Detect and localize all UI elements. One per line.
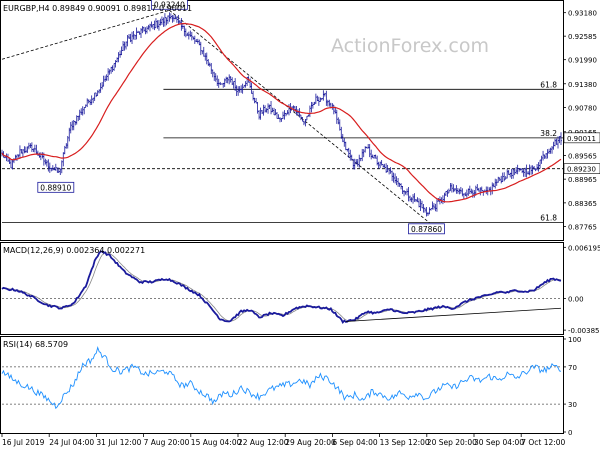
price-panel-frame <box>0 0 564 241</box>
macd-trendline <box>345 307 562 322</box>
price-tick-label: 0.92585 <box>568 33 597 41</box>
x-axis: 16 Jul 2019 24 Jul 04:00 31 Jul 12:00 7 Aug… <box>1 433 566 447</box>
rsi-tick-label: 70 <box>568 364 577 372</box>
x-tick-label: 22 Aug 12:00 <box>238 438 289 447</box>
svg-text:0.90011: 0.90011 <box>567 135 596 143</box>
x-tick-label: 30 Sep 04:00 <box>474 438 524 447</box>
price-panel-title: EURGBP,H4 0.89849 0.90091 0.89817 0.9001… <box>3 4 192 13</box>
rsi-line <box>1 345 562 410</box>
trendline <box>1 9 170 60</box>
price-tick-label: 0.89565 <box>568 152 597 160</box>
rsi-tick-label: 0 <box>568 429 572 437</box>
current-price-label: 0.90011 <box>563 132 600 144</box>
rsi-tick-label: 100 <box>568 336 581 344</box>
svg-text:0.93240: 0.93240 <box>154 0 185 9</box>
watermark: ActionForex.com <box>331 35 489 57</box>
macd-panel-frame <box>0 242 564 335</box>
price-annotation: 0.88910 <box>37 181 75 193</box>
price-tick-label: 0.90780 <box>568 104 597 112</box>
price-y-axis: 0.931800.925850.919900.913800.907800.901… <box>563 10 600 232</box>
svg-text:0.89230: 0.89230 <box>567 166 596 174</box>
x-tick-label: 20 Sep 20:00 <box>427 438 477 447</box>
moving-average-line <box>1 22 562 203</box>
price-levels: 61.8 38.2 61.8 <box>2 80 563 223</box>
rsi-panel-frame <box>0 336 564 434</box>
price-level-label: 61.8 <box>540 80 557 89</box>
x-tick-label: 13 Sep 12:00 <box>380 438 430 447</box>
price-tick-label: 0.88965 <box>568 176 597 184</box>
macd-tick-label: 0.006195 <box>568 244 600 252</box>
rsi-tick-label: 30 <box>568 401 577 409</box>
price-annotation: 0.87860 <box>408 223 445 235</box>
macd-panel-title: MACD(12,26,9) 0.002364 0.002271 <box>3 246 145 255</box>
current-price-label: 0.89230 <box>563 163 600 174</box>
x-tick-label: 6 Sep 04:00 <box>332 438 378 447</box>
price-tick-label: 0.93180 <box>568 10 597 18</box>
x-tick-label: 7 Oct 12:00 <box>521 438 565 447</box>
price-tick-label: 0.87765 <box>568 224 597 232</box>
price-bar <box>560 132 562 146</box>
x-tick-label: 31 Jul 12:00 <box>96 438 141 447</box>
price-candles <box>1 12 562 217</box>
svg-text:0.87860: 0.87860 <box>411 225 442 234</box>
x-tick-label: 15 Aug 04:00 <box>191 438 242 447</box>
x-tick-label: 29 Aug 20:00 <box>285 438 336 447</box>
price-tick-label: 0.91380 <box>568 81 597 89</box>
x-tick-label: 16 Jul 2019 <box>2 438 45 447</box>
price-level-label: 61.8 <box>540 213 557 222</box>
macd-tick-label: 0.00 <box>568 295 584 303</box>
rsi-panel-title: RSI(14) 68.5709 <box>3 340 68 349</box>
price-annotations: 0.93240 0.88910 0.87860 <box>37 0 445 235</box>
price-annotation: 0.93240 <box>151 0 188 10</box>
x-tick-label: 24 Jul 04:00 <box>49 438 94 447</box>
x-tick-label: 7 Aug 20:00 <box>144 438 190 447</box>
price-level-label: 38.2 <box>540 129 557 138</box>
rsi-panel: 100 70 30 0 <box>1 336 581 437</box>
price-tick-label: 0.91990 <box>568 57 597 65</box>
svg-text:0.88910: 0.88910 <box>40 183 71 192</box>
macd-line <box>1 250 562 325</box>
price-tick-label: 0.88365 <box>568 200 597 208</box>
